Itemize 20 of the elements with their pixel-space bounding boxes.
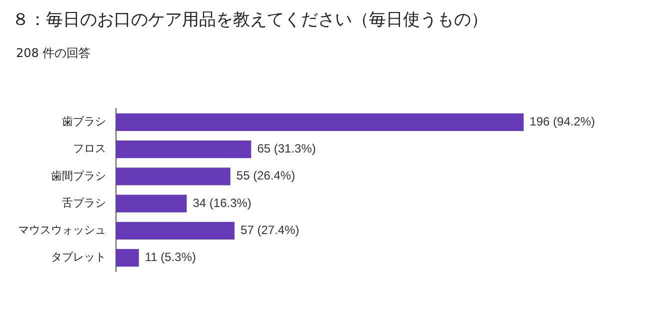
data-label: 55 (26.4%) bbox=[236, 168, 296, 183]
y-tick-label: タブレット bbox=[51, 250, 106, 264]
bar bbox=[116, 140, 252, 158]
bar bbox=[116, 222, 235, 240]
bar bbox=[116, 113, 524, 131]
bar bbox=[116, 249, 139, 267]
y-tick-label: フロス bbox=[73, 142, 106, 156]
bar bbox=[116, 168, 230, 186]
chart-title: ８：毎日のお口のケア用品を教えてください（毎日使うもの） bbox=[12, 9, 489, 31]
bar bbox=[116, 194, 187, 212]
y-tick-label: 舌ブラシ bbox=[62, 196, 106, 210]
data-label: 196 (94.2%) bbox=[530, 114, 596, 128]
chart-subtitle: 208 件の回答 bbox=[16, 45, 92, 62]
data-label: 34 (16.3%) bbox=[192, 196, 252, 210]
y-tick-label: 歯ブラシ bbox=[62, 115, 106, 128]
data-label: 65 (31.3%) bbox=[257, 142, 316, 156]
data-label: 11 (5.3%) bbox=[144, 250, 196, 264]
data-label: 57 (27.4%) bbox=[240, 223, 300, 238]
y-tick-label: マウスウォッシュ bbox=[18, 224, 106, 237]
y-tick-label: 歯間ブラシ bbox=[51, 169, 106, 182]
